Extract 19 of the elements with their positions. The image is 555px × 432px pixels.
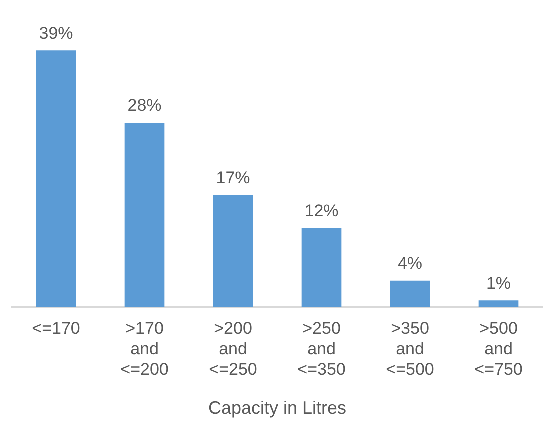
bar (213, 195, 254, 308)
x-axis-title: Capacity in Litres (208, 398, 347, 418)
x-tick-label: >500 and <=750 (474, 319, 523, 379)
bar (478, 300, 519, 308)
x-tick-label: >350 and <=500 (386, 319, 434, 379)
data-label: 12% (304, 201, 339, 220)
bar (36, 50, 76, 308)
data-label: 4% (398, 254, 423, 274)
x-tick-label: >200 and <=250 (209, 319, 258, 379)
x-tick-label: >250 and <=350 (298, 319, 346, 379)
data-label: 28% (128, 96, 162, 116)
bar (390, 280, 430, 308)
bar (124, 122, 165, 308)
data-label: 39% (39, 24, 74, 43)
x-tick-label: <=170 (32, 319, 80, 338)
bar (302, 228, 342, 308)
data-label: 1% (486, 274, 512, 293)
x-tick-label: >170 and <=200 (120, 319, 169, 379)
data-label: 17% (216, 168, 250, 188)
